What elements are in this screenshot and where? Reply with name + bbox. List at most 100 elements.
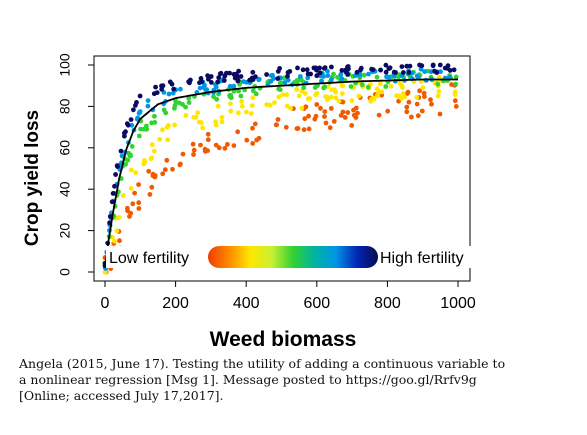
data-point <box>199 120 204 126</box>
data-point <box>385 108 391 114</box>
x-tick-label: 600 <box>303 295 330 312</box>
data-point <box>275 117 281 122</box>
data-point <box>219 114 225 120</box>
data-point <box>197 85 203 91</box>
data-point <box>417 62 422 68</box>
data-point <box>302 116 308 122</box>
data-point <box>120 193 126 198</box>
data-point <box>136 133 142 139</box>
data-point <box>276 86 282 92</box>
data-point <box>178 161 183 167</box>
data-point <box>328 106 334 111</box>
data-point <box>370 95 376 101</box>
data-point <box>406 70 412 75</box>
data-point <box>321 85 327 91</box>
data-point <box>136 206 142 211</box>
data-point <box>348 84 354 89</box>
data-point <box>114 163 120 169</box>
data-point <box>325 84 331 90</box>
data-point <box>299 105 305 111</box>
data-point <box>339 76 345 82</box>
data-point <box>340 91 345 96</box>
data-point <box>306 113 311 119</box>
data-point <box>285 70 291 75</box>
data-point <box>404 104 410 110</box>
data-point <box>142 159 148 165</box>
data-point <box>453 81 459 87</box>
data-point <box>199 79 205 85</box>
x-tick-label: 400 <box>233 295 260 312</box>
data-point <box>272 100 277 105</box>
y-tick-label: 40 <box>57 181 73 197</box>
data-point <box>250 69 256 75</box>
data-point <box>442 65 448 71</box>
data-point <box>249 75 255 81</box>
data-point <box>357 73 363 78</box>
data-point <box>123 161 128 167</box>
data-point <box>228 101 233 107</box>
data-point <box>422 69 427 74</box>
data-point <box>250 95 256 101</box>
data-point <box>213 142 219 148</box>
data-point <box>325 73 331 79</box>
data-point <box>151 148 157 154</box>
data-point <box>417 88 422 94</box>
data-point <box>125 157 131 163</box>
data-point <box>160 127 165 133</box>
data-point <box>356 93 362 99</box>
data-point <box>294 87 299 92</box>
data-point <box>438 69 443 75</box>
x-tick-label: 0 <box>101 295 110 312</box>
data-point <box>345 110 351 115</box>
citation-caption: Angela (2015, June 17). Testing the util… <box>19 356 506 403</box>
data-point <box>149 184 155 190</box>
data-points <box>102 62 459 275</box>
data-point <box>241 79 247 84</box>
data-point <box>171 86 177 92</box>
data-point <box>267 102 273 108</box>
data-point <box>388 83 394 89</box>
data-point <box>369 66 374 72</box>
fertility-legend: Low fertility High fertility <box>106 246 484 268</box>
data-point <box>335 74 340 80</box>
data-point <box>349 123 355 128</box>
data-point <box>125 205 130 211</box>
data-point <box>216 75 222 80</box>
x-tick-label: 800 <box>374 295 401 312</box>
data-point <box>312 116 318 122</box>
data-point <box>112 183 117 189</box>
data-point <box>165 137 171 143</box>
data-point <box>183 104 189 110</box>
data-point <box>359 82 365 88</box>
data-point <box>305 75 311 81</box>
data-point <box>414 101 420 107</box>
data-point <box>314 67 319 73</box>
data-point <box>219 119 225 125</box>
data-point <box>134 100 139 105</box>
data-point <box>222 73 228 79</box>
data-point <box>432 68 438 74</box>
data-point <box>386 66 392 71</box>
data-point <box>124 121 130 127</box>
data-point <box>314 102 320 107</box>
data-point <box>208 74 214 79</box>
data-point <box>452 89 458 95</box>
data-point <box>191 147 197 153</box>
data-point <box>317 70 323 76</box>
data-point <box>284 92 290 98</box>
data-point <box>314 73 320 79</box>
data-point <box>167 79 173 85</box>
data-point <box>110 191 116 196</box>
data-point <box>288 105 293 111</box>
data-point <box>436 89 442 94</box>
data-point <box>201 84 207 90</box>
data-point <box>366 71 371 77</box>
data-point <box>149 142 155 148</box>
data-point <box>331 71 336 77</box>
data-point <box>322 109 328 114</box>
data-point <box>333 89 339 95</box>
data-point <box>109 199 115 205</box>
data-point <box>280 92 286 97</box>
data-point <box>374 74 380 80</box>
data-point <box>325 68 330 74</box>
